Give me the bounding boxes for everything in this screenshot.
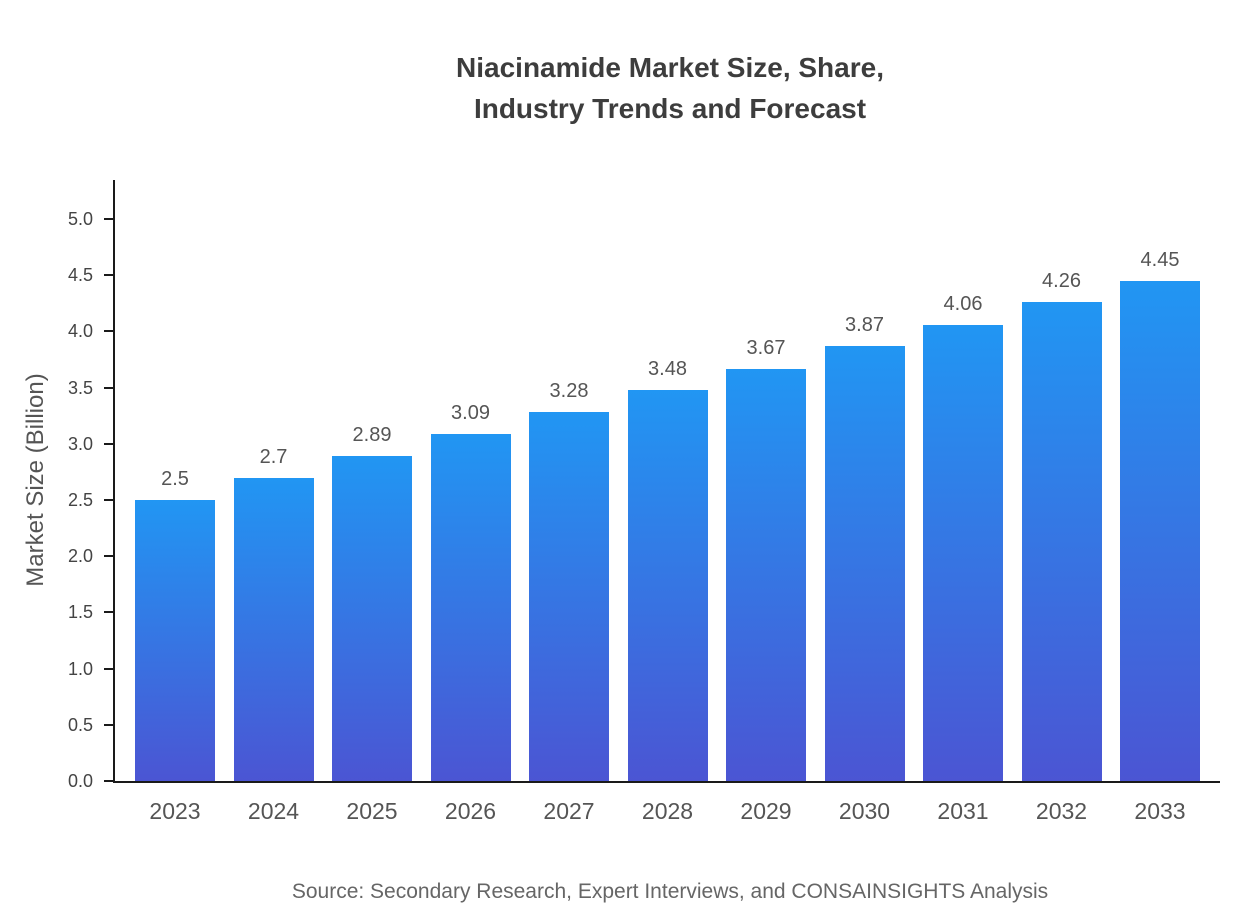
bar-value-label: 3.67	[746, 336, 786, 359]
x-tick-label: 2033	[1134, 798, 1186, 824]
y-tick-mark	[104, 499, 113, 501]
bar	[923, 324, 1003, 781]
y-tick-label: 1.5	[67, 602, 93, 623]
bar	[430, 433, 511, 781]
bar-value-label: 2.89	[352, 424, 392, 447]
chart-title: Niacinamide Market Size, Share, Industry …	[80, 48, 1260, 129]
x-tick-label: 2026	[444, 798, 497, 824]
y-tick-mark	[104, 442, 113, 445]
x-tick-label: 2027	[543, 798, 595, 824]
bar-value-label: 3.87	[845, 314, 884, 337]
bar-value-label: 3.28	[549, 380, 589, 403]
bar-column: 3.09 2026	[430, 180, 511, 824]
y-axis-line	[113, 180, 115, 783]
x-axis-line	[113, 781, 1220, 783]
y-tick-mark	[104, 330, 113, 333]
y-tick-mark	[104, 218, 113, 220]
chart-title-line-2: Industry Trends and Forecast	[473, 92, 867, 124]
bar	[627, 389, 708, 781]
bar-column: 3.87 2030	[824, 180, 905, 824]
x-tick-label: 2024	[247, 798, 300, 824]
bar-value-label: 4.26	[1042, 270, 1081, 293]
bar	[1021, 302, 1102, 781]
bar-column: 4.06 2031	[923, 180, 1003, 824]
bar-value-label: 4.45	[1140, 248, 1180, 271]
bar	[726, 368, 806, 781]
y-tick-label: 4.0	[67, 321, 93, 342]
bar-value-label: 4.06	[943, 292, 983, 315]
y-tick-label: 0.5	[67, 714, 93, 735]
x-tick-label: 2028	[641, 798, 694, 824]
x-tick-label: 2031	[937, 798, 989, 824]
x-tick-label: 2029	[740, 798, 792, 824]
x-tick-label: 2032	[1035, 798, 1088, 824]
y-tick-mark	[104, 723, 113, 726]
y-tick-label: 2.0	[67, 546, 93, 567]
bar	[1120, 280, 1200, 781]
bar	[824, 346, 905, 781]
y-axis-ticks: 0.0 0.5 1.0 1.5 2.0 2.5 3.0 3.5 4.0 4.5 5.0	[0, 180, 115, 791]
y-tick-label: 3.0	[67, 433, 93, 454]
plot-area: 2.5 2023 2.7 2024 2.89 2025 3.09 2026 3.28 2027 3.…	[113, 180, 1220, 824]
y-tick-label: 3.5	[67, 377, 93, 398]
y-tick-label: 2.5	[67, 490, 93, 510]
bar-column: 2.7 2024	[233, 180, 314, 824]
bar-column: 3.67 2029	[726, 180, 806, 824]
y-tick-mark	[104, 780, 113, 782]
y-tick-mark	[104, 274, 113, 277]
chart-footer: Source: Secondary Research, Expert Inter…	[80, 880, 1260, 904]
bar-column: 3.28 2027	[529, 180, 609, 824]
source-note: Source: Secondary Research, Expert Inter…	[291, 880, 1049, 903]
bar-value-label: 3.48	[648, 357, 687, 380]
bar-column: 3.48 2028	[627, 180, 708, 824]
x-tick-label: 2023	[149, 798, 201, 824]
bar	[332, 456, 412, 781]
y-tick-label: 4.5	[67, 265, 93, 286]
bar	[529, 412, 609, 781]
y-tick-label: 0.0	[67, 771, 93, 791]
y-tick-mark	[104, 386, 113, 389]
y-tick-label: 1.0	[67, 658, 93, 679]
y-tick-label: 5.0	[67, 209, 93, 229]
bar-value-label: 3.09	[451, 401, 490, 424]
bar-value-label: 2.7	[259, 445, 288, 468]
bar-column: 4.45 2033	[1120, 180, 1200, 824]
bar-column: 2.89 2025	[332, 180, 412, 824]
x-tick-label: 2030	[838, 798, 891, 824]
bar	[135, 500, 215, 781]
bar-column: 2.5 2023	[135, 180, 215, 824]
y-tick-mark	[104, 555, 113, 558]
x-tick-label: 2025	[346, 798, 398, 824]
y-tick-mark	[104, 611, 113, 614]
chart-title-line-1: Niacinamide Market Size, Share,	[456, 52, 884, 83]
bar-column: 4.26 2032	[1021, 180, 1102, 824]
bar	[233, 477, 314, 781]
y-tick-mark	[104, 667, 113, 670]
bar-value-label: 2.5	[161, 468, 189, 490]
chart-header: Niacinamide Market Size, Share, Industry …	[80, 48, 1260, 129]
bars-container: 2.5 2023 2.7 2024 2.89 2025 3.09 2026 3.28 2027 3.…	[115, 180, 1220, 824]
